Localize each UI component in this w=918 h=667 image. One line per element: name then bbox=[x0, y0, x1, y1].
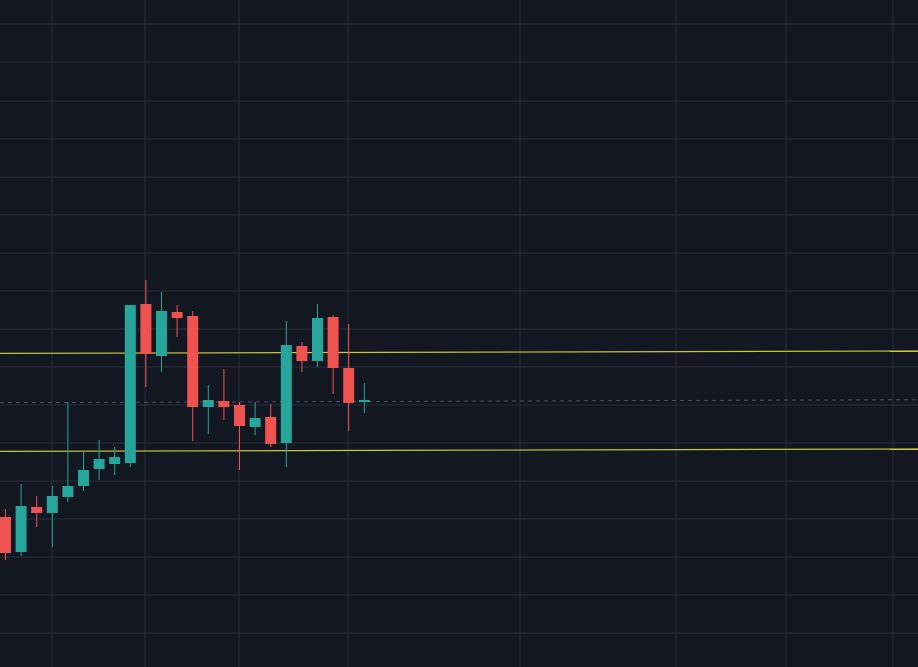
candle-body bbox=[343, 368, 355, 403]
candle-up[interactable] bbox=[280, 321, 292, 467]
candle-body bbox=[202, 400, 214, 407]
candle-down[interactable] bbox=[218, 369, 230, 420]
price-levels bbox=[0, 350, 918, 452]
candle-up[interactable] bbox=[249, 402, 261, 435]
candle-body bbox=[171, 312, 183, 318]
candle-body bbox=[140, 304, 152, 354]
candle-down[interactable] bbox=[234, 402, 245, 470]
price-level-line[interactable] bbox=[0, 350, 918, 354]
vertical-gridlines bbox=[51, 0, 894, 667]
candle-body bbox=[265, 417, 277, 444]
candle-down[interactable] bbox=[265, 404, 277, 447]
candle-body bbox=[109, 457, 121, 464]
candle-body bbox=[0, 517, 11, 553]
candle-body bbox=[234, 405, 245, 426]
candle-down[interactable] bbox=[296, 342, 308, 372]
candle-body bbox=[93, 459, 105, 469]
horizontal-gridlines bbox=[0, 23, 918, 634]
candle-body bbox=[156, 311, 167, 356]
price-level-line[interactable] bbox=[0, 448, 918, 452]
candle-body bbox=[218, 401, 230, 407]
candle-up[interactable] bbox=[109, 447, 121, 475]
candle-up[interactable] bbox=[358, 383, 370, 413]
candle-up[interactable] bbox=[15, 484, 27, 556]
candle-down[interactable] bbox=[187, 311, 199, 441]
candle-down[interactable] bbox=[327, 315, 339, 394]
candle-body bbox=[78, 470, 89, 486]
candle-body bbox=[124, 305, 136, 463]
candle-up[interactable] bbox=[124, 305, 136, 467]
candle-down[interactable] bbox=[31, 496, 43, 527]
candle-body bbox=[358, 400, 370, 402]
candle-up[interactable] bbox=[156, 292, 167, 372]
candle-up[interactable] bbox=[202, 385, 214, 434]
candle-up[interactable] bbox=[78, 452, 89, 491]
candle-body bbox=[62, 486, 74, 497]
candle-body bbox=[249, 418, 261, 427]
candle-body bbox=[296, 346, 308, 361]
candle-up[interactable] bbox=[46, 486, 58, 547]
candle-down[interactable] bbox=[0, 509, 11, 560]
candle-down[interactable] bbox=[343, 324, 355, 431]
candle-up[interactable] bbox=[62, 402, 74, 502]
candle-body bbox=[327, 317, 339, 368]
last-price-line bbox=[0, 399, 918, 404]
candle-up[interactable] bbox=[93, 440, 105, 480]
candle-body bbox=[187, 316, 199, 407]
candle-up[interactable] bbox=[312, 304, 323, 367]
candle-down[interactable] bbox=[140, 280, 152, 387]
candle-body bbox=[15, 506, 27, 552]
candle-body bbox=[46, 496, 58, 513]
candle-down[interactable] bbox=[171, 305, 183, 337]
candle-body bbox=[280, 345, 292, 443]
candles bbox=[0, 280, 370, 560]
candle-body bbox=[312, 318, 323, 361]
candle-body bbox=[31, 507, 43, 513]
